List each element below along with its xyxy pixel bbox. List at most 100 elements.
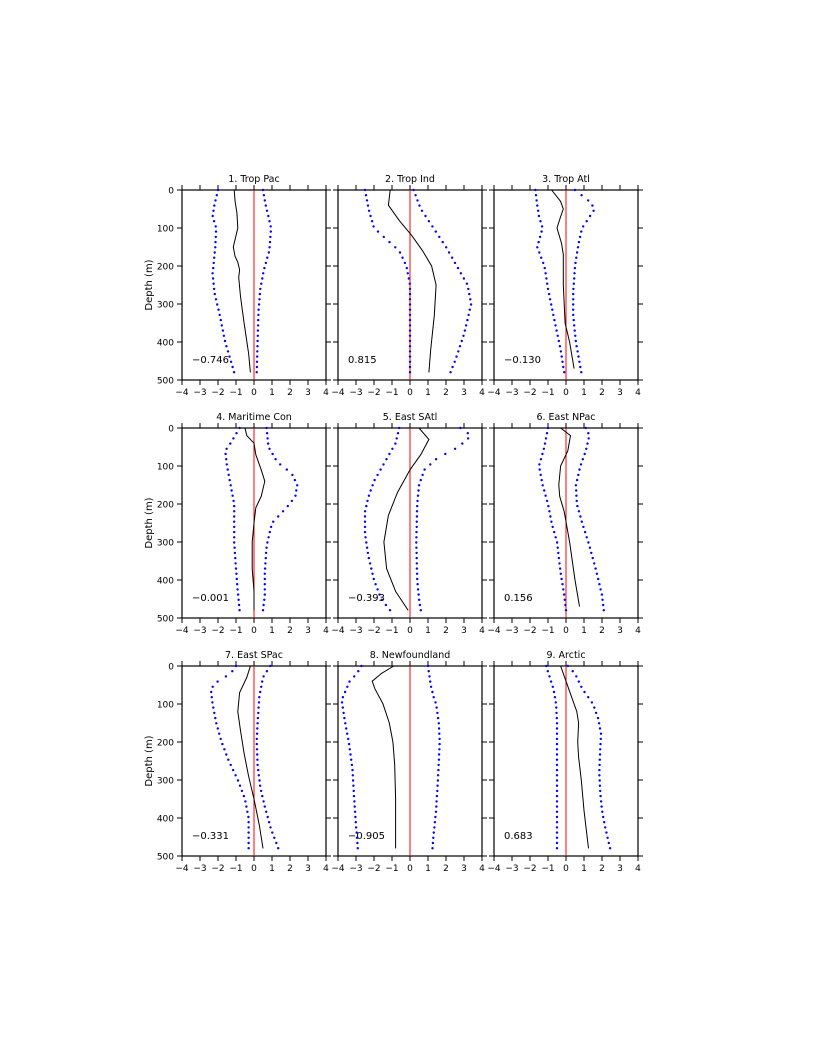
lower-bound-dot (229, 442, 232, 445)
lower-bound-dot (372, 225, 375, 228)
lower-bound-dot (542, 447, 546, 450)
lower-bound-dot (408, 355, 412, 358)
lower-bound-dot (214, 240, 217, 244)
lower-bound-dot (557, 551, 560, 555)
upper-bound-dot (595, 572, 599, 575)
lower-bound-dot (538, 235, 542, 239)
upper-bound-dot (566, 664, 569, 668)
lower-bound-dot (408, 292, 412, 296)
upper-bound-dot (599, 588, 602, 591)
upper-bound-dot (603, 821, 606, 824)
lower-bound-dot (553, 696, 557, 699)
lower-bound-dot (231, 768, 235, 772)
lower-bound-dot (557, 339, 560, 343)
y-axis-label: Depth (m) (144, 497, 155, 548)
upper-bound-dot (421, 473, 424, 477)
lower-bound-dot (347, 742, 351, 746)
lower-bound-dot (555, 732, 559, 735)
upper-bound-dot (583, 452, 586, 456)
upper-bound-dot (264, 204, 267, 207)
upper-bound-dot (445, 246, 448, 249)
upper-bound-dot (576, 504, 579, 508)
panel-7: 7. East SPac −4 −3 −2 −1 0 1 2 3 4 0 100 200 300 400 50… (144, 650, 331, 874)
upper-bound-dot (573, 329, 576, 332)
upper-bound-dot (590, 701, 594, 704)
lower-bound-dot (555, 779, 559, 782)
upper-bound-dot (608, 847, 612, 850)
lower-bound-dot (372, 577, 375, 581)
lower-bound-dot (342, 711, 345, 715)
lower-bound-dot (233, 504, 236, 508)
x-tick-label: −4 (487, 864, 501, 874)
lower-bound-dot (408, 324, 412, 327)
lower-bound-dot (235, 577, 238, 581)
lower-bound-dot (555, 789, 559, 793)
correlation-value: −0.746 (192, 355, 229, 366)
upper-bound-dot (272, 520, 275, 523)
lower-bound-dot (379, 468, 382, 471)
panel-1: 1. Trop Pac −4 −3 −2 −1 0 1 2 3 4 0 100 200 300 400 500… (144, 174, 331, 398)
upper-bound-dot (258, 298, 261, 301)
panel-title: 4. Maritime Con (216, 412, 292, 423)
upper-bound-dot (264, 261, 268, 265)
upper-bound-dot (468, 308, 471, 311)
lower-bound-dot (214, 225, 217, 228)
lower-bound-dot (555, 826, 559, 829)
lower-bound-dot (408, 360, 412, 363)
upper-bound-dot (255, 742, 258, 746)
upper-bound-dot (598, 758, 601, 761)
x-tick-label: 4 (323, 626, 329, 636)
upper-bound-dot (273, 836, 276, 839)
profile-line (387, 189, 437, 373)
lower-bound-dot (340, 701, 344, 704)
x-tick-label: −2 (367, 864, 380, 874)
x-tick-label: 4 (635, 626, 641, 636)
lower-bound-dot (355, 831, 358, 834)
upper-bound-dot (575, 478, 579, 482)
correlation-value: −0.130 (504, 355, 541, 366)
upper-bound-dot (261, 794, 264, 798)
upper-bound-dot (462, 334, 465, 337)
upper-bound-dot (580, 371, 583, 374)
upper-bound-dot (257, 706, 260, 709)
upper-bound-dot (262, 603, 265, 607)
lower-bound-dot (350, 763, 354, 767)
lower-bound-dot (233, 510, 236, 513)
upper-bound-dot (587, 696, 590, 699)
upper-bound-dot (579, 515, 582, 518)
upper-bound-dot (438, 742, 441, 746)
lower-bound-dot (352, 784, 355, 787)
y-tick-label: 500 (157, 853, 174, 863)
lower-bound-dot (232, 499, 235, 503)
upper-bound-dot (415, 572, 419, 575)
upper-bound-dot (453, 447, 457, 450)
upper-bound-dot (256, 716, 260, 720)
upper-bound-dot (258, 292, 262, 296)
upper-bound-dot (256, 763, 259, 767)
upper-bound-dot (415, 567, 419, 570)
upper-bound-dot (575, 494, 578, 497)
upper-bound-dot (573, 188, 577, 192)
lower-bound-dot (247, 821, 250, 824)
lower-bound-dot (356, 847, 359, 850)
upper-bound-dot (268, 240, 272, 244)
upper-bound-dot (580, 230, 583, 233)
lower-bound-dot (354, 821, 357, 824)
lower-bound-dot (540, 256, 543, 259)
lower-bound-dot (544, 437, 548, 440)
profile-line (383, 427, 430, 611)
upper-bound-dot (412, 188, 415, 192)
upper-bound-dot (263, 588, 266, 591)
panel-title: 2. Trop Ind (385, 174, 435, 185)
upper-bound-dot (259, 287, 262, 291)
x-tick-label: 4 (479, 388, 485, 398)
upper-bound-dot (583, 690, 586, 694)
x-tick-label: 4 (479, 864, 485, 874)
lower-bound-dot (236, 779, 240, 782)
upper-bound-dot (263, 805, 266, 808)
lower-bound-dot (384, 603, 388, 607)
lower-bound-dot (220, 324, 223, 327)
upper-bound-dot (429, 685, 433, 688)
upper-bound-dot (263, 598, 266, 601)
x-tick-label: 0 (251, 388, 257, 398)
